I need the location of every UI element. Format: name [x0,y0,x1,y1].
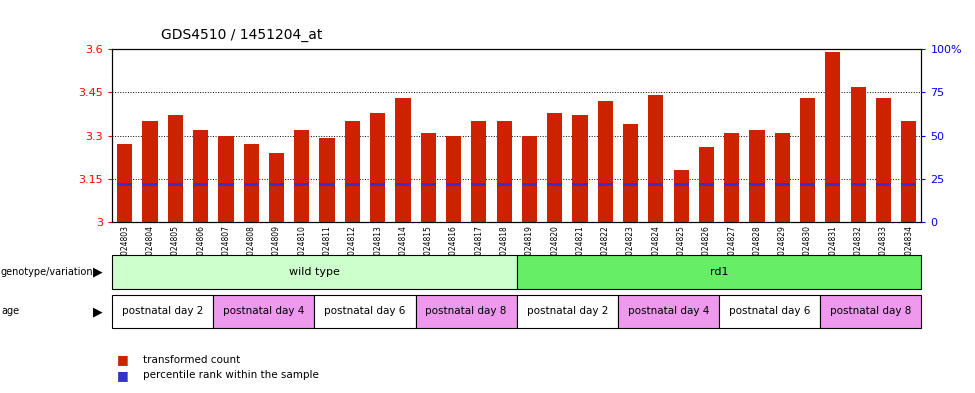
Bar [142,183,158,186]
Text: ▶: ▶ [93,305,102,318]
Bar [825,183,840,186]
Bar [415,295,517,328]
Bar [820,295,921,328]
Bar [572,183,588,186]
Bar [850,183,866,186]
Bar [775,183,790,186]
Bar [496,121,512,222]
Bar [825,52,840,222]
Bar [724,183,739,186]
Bar [370,183,385,186]
Text: genotype/variation: genotype/variation [1,267,94,277]
Bar [648,95,663,222]
Bar [496,183,512,186]
Text: percentile rank within the sample: percentile rank within the sample [143,370,319,380]
Bar [269,153,284,222]
Bar [320,183,334,186]
Bar [901,183,916,186]
Bar [112,295,214,328]
Bar [269,183,284,186]
Bar [214,295,314,328]
Text: postnatal day 2: postnatal day 2 [122,307,204,316]
Bar [699,147,714,222]
Bar [168,116,183,222]
Bar [345,121,360,222]
Bar [674,170,688,222]
Bar [876,98,891,222]
Bar [446,136,461,222]
Bar [218,183,234,186]
Bar [522,136,537,222]
Bar [800,183,815,186]
Bar [471,183,487,186]
Text: ▶: ▶ [93,266,102,279]
Bar [345,183,360,186]
Bar [901,121,916,222]
Bar [193,130,209,222]
Bar [876,183,891,186]
Text: ■: ■ [117,353,129,366]
Text: GDS4510 / 1451204_at: GDS4510 / 1451204_at [161,28,323,42]
Bar [244,183,258,186]
Bar [314,295,415,328]
Bar [547,112,563,222]
Bar [396,98,410,222]
Bar [446,183,461,186]
Bar [522,183,537,186]
Bar [547,183,563,186]
Bar [218,136,234,222]
Bar [775,133,790,222]
Bar [142,121,158,222]
Bar [623,124,639,222]
Text: postnatal day 8: postnatal day 8 [425,307,507,316]
Bar [674,183,688,186]
Bar [750,130,764,222]
Text: age: age [1,307,20,316]
Text: postnatal day 6: postnatal day 6 [325,307,406,316]
Bar [117,183,133,186]
Bar [370,112,385,222]
Text: postnatal day 4: postnatal day 4 [628,307,709,316]
Text: postnatal day 6: postnatal day 6 [729,307,810,316]
Bar [850,86,866,222]
Bar [724,133,739,222]
Bar [320,138,334,222]
Bar [517,295,618,328]
Bar [396,183,410,186]
Bar [112,255,517,289]
Text: transformed count: transformed count [143,354,241,365]
Bar [800,98,815,222]
Bar [420,133,436,222]
Text: postnatal day 8: postnatal day 8 [830,307,912,316]
Bar [699,183,714,186]
Bar [623,183,639,186]
Bar [193,183,209,186]
Bar [720,295,820,328]
Bar [471,121,487,222]
Bar [420,183,436,186]
Bar [648,183,663,186]
Bar [294,183,309,186]
Bar [168,183,183,186]
Text: wild type: wild type [289,267,340,277]
Bar [117,144,133,222]
Bar [598,101,613,222]
Text: postnatal day 4: postnatal day 4 [223,307,304,316]
Text: ■: ■ [117,369,129,382]
Bar [572,116,588,222]
Text: rd1: rd1 [710,267,728,277]
Bar [598,183,613,186]
Bar [750,183,764,186]
Text: postnatal day 2: postnatal day 2 [526,307,608,316]
Bar [244,144,258,222]
Bar [618,295,720,328]
Bar [517,255,921,289]
Bar [294,130,309,222]
